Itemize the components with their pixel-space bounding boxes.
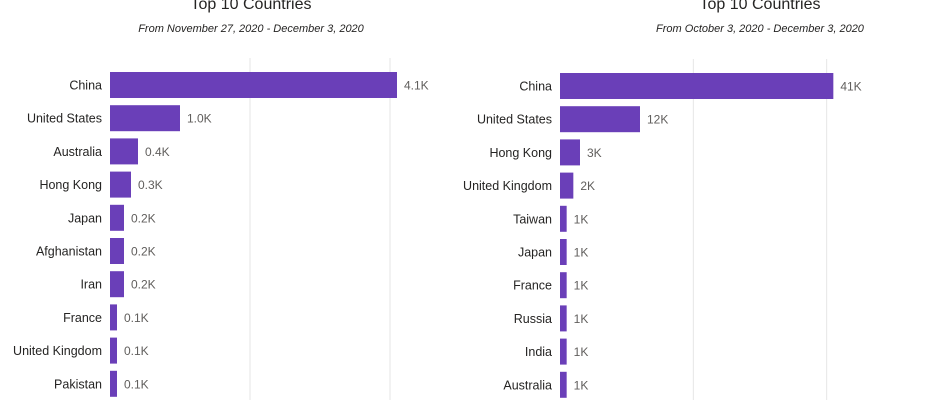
category-label: United Kingdom (13, 344, 102, 358)
bar[interactable] (560, 205, 567, 232)
category-label: Iran (80, 278, 102, 292)
data-label: 0.1K (124, 311, 149, 325)
bar[interactable] (110, 370, 117, 397)
data-label: 1K (574, 279, 589, 293)
chart-panel-right: Top 10 Countries From October 3, 2020 - … (460, 0, 940, 400)
bar[interactable] (110, 271, 124, 298)
data-label: 0.2K (131, 245, 156, 259)
category-label: United Kingdom (463, 179, 552, 193)
chart-panel-left: Top 10 Countries From November 27, 2020 … (0, 0, 460, 400)
data-label: 1K (574, 212, 589, 226)
category-label: China (69, 79, 102, 93)
data-label: 1.0K (187, 112, 212, 126)
chart-subtitle: From November 27, 2020 - December 3, 202… (138, 23, 364, 35)
bar-chart-right: China 41K United States 12K Hong Kong 3K Unite… (463, 59, 862, 400)
category-label: Hong Kong (39, 178, 102, 192)
category-label: United States (477, 113, 552, 127)
bar[interactable] (110, 304, 117, 331)
bar[interactable] (110, 171, 131, 198)
data-label: 0.1K (124, 377, 149, 391)
category-label: Japan (518, 246, 552, 260)
bar-chart-left: China 4.1K United States 1.0K Australia 0.4K H… (13, 58, 429, 400)
chart-subtitle: From October 3, 2020 - December 3, 2020 (656, 23, 864, 35)
bar[interactable] (560, 272, 567, 299)
chart-title: Top 10 Countries (190, 0, 312, 13)
bar[interactable] (560, 371, 567, 398)
data-label: 1K (574, 345, 589, 359)
data-label: 0.2K (131, 211, 156, 225)
data-label: 1K (574, 378, 589, 392)
category-label: Australia (503, 378, 552, 392)
bar[interactable] (560, 305, 567, 332)
category-label: France (513, 279, 552, 293)
category-label: India (525, 345, 552, 359)
bar[interactable] (110, 204, 124, 231)
category-label: France (63, 311, 102, 325)
bar[interactable] (560, 139, 580, 166)
category-label: Japan (68, 211, 102, 225)
bar[interactable] (560, 338, 567, 365)
data-label: 0.3K (138, 178, 163, 192)
data-label: 0.2K (131, 278, 156, 292)
bar[interactable] (110, 72, 397, 98)
category-label: United States (27, 112, 102, 126)
data-label: 1K (574, 246, 589, 260)
chart-title: Top 10 Countries (699, 0, 821, 13)
bar[interactable] (110, 138, 138, 165)
data-label: 41K (840, 80, 861, 94)
data-label: 4.1K (404, 79, 429, 93)
category-label: Hong Kong (489, 146, 552, 160)
data-label: 2K (580, 179, 595, 193)
category-label: Russia (514, 312, 552, 326)
bar[interactable] (560, 106, 640, 133)
data-label: 3K (587, 146, 602, 160)
category-label: Afghanistan (36, 245, 102, 259)
bar[interactable] (560, 172, 574, 199)
data-label: 0.1K (124, 344, 149, 358)
category-label: Australia (53, 145, 102, 159)
data-label: 1K (574, 312, 589, 326)
category-label: Pakistan (54, 377, 102, 391)
bar[interactable] (110, 238, 124, 264)
bar[interactable] (560, 239, 567, 265)
bar[interactable] (110, 337, 117, 364)
data-label: 0.4K (145, 145, 170, 159)
bar[interactable] (110, 105, 180, 132)
bar[interactable] (560, 73, 834, 99)
category-label: China (519, 80, 552, 94)
data-label: 12K (647, 113, 668, 127)
category-label: Taiwan (513, 212, 552, 226)
